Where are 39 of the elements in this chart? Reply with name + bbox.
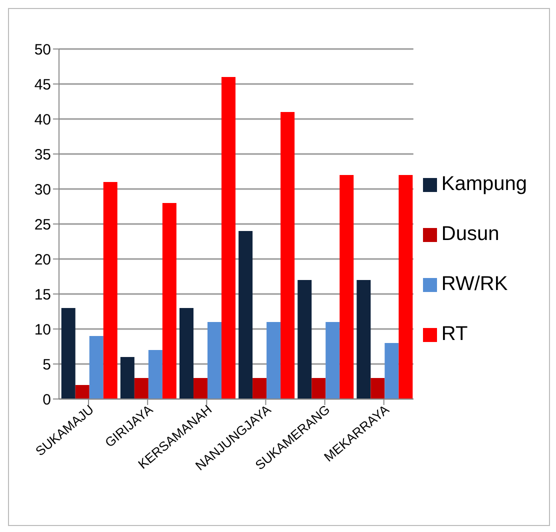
bar	[221, 77, 236, 399]
bar	[61, 308, 76, 399]
bar	[266, 322, 281, 399]
bar	[134, 378, 148, 399]
bar	[148, 350, 162, 399]
bar	[103, 182, 118, 399]
bar	[75, 385, 90, 399]
legend-label: Dusun	[441, 223, 500, 245]
bar	[238, 231, 253, 399]
legend-label: Kampung	[441, 173, 527, 195]
bar	[326, 322, 340, 399]
bar	[398, 175, 413, 399]
y-tick-label: 10	[34, 321, 51, 338]
y-tick-label: 20	[34, 251, 51, 268]
bar	[356, 280, 371, 399]
y-tick-label: 15	[34, 286, 51, 304]
y-tick-label: 30	[34, 181, 51, 198]
bar	[162, 203, 176, 399]
bar	[370, 378, 385, 399]
y-tick-label: 50	[34, 41, 51, 58]
bar	[89, 336, 104, 399]
y-tick-label: 45	[34, 76, 51, 94]
y-tick-label: 25	[34, 216, 51, 234]
y-tick-label: 0	[42, 391, 51, 408]
bar	[193, 378, 208, 399]
bar	[384, 343, 399, 399]
legend-label: RT	[441, 323, 468, 345]
y-tick-label: 5	[42, 356, 51, 374]
bar	[340, 175, 354, 399]
legend-label: RW/RK	[441, 273, 508, 295]
y-tick-label: 40	[34, 111, 51, 128]
bar	[252, 378, 267, 399]
bar	[120, 357, 134, 399]
bar	[207, 322, 222, 399]
bar	[179, 308, 194, 399]
bar	[280, 112, 295, 399]
bar	[312, 378, 326, 399]
bar	[298, 280, 312, 399]
y-tick-label: 35	[34, 146, 51, 164]
